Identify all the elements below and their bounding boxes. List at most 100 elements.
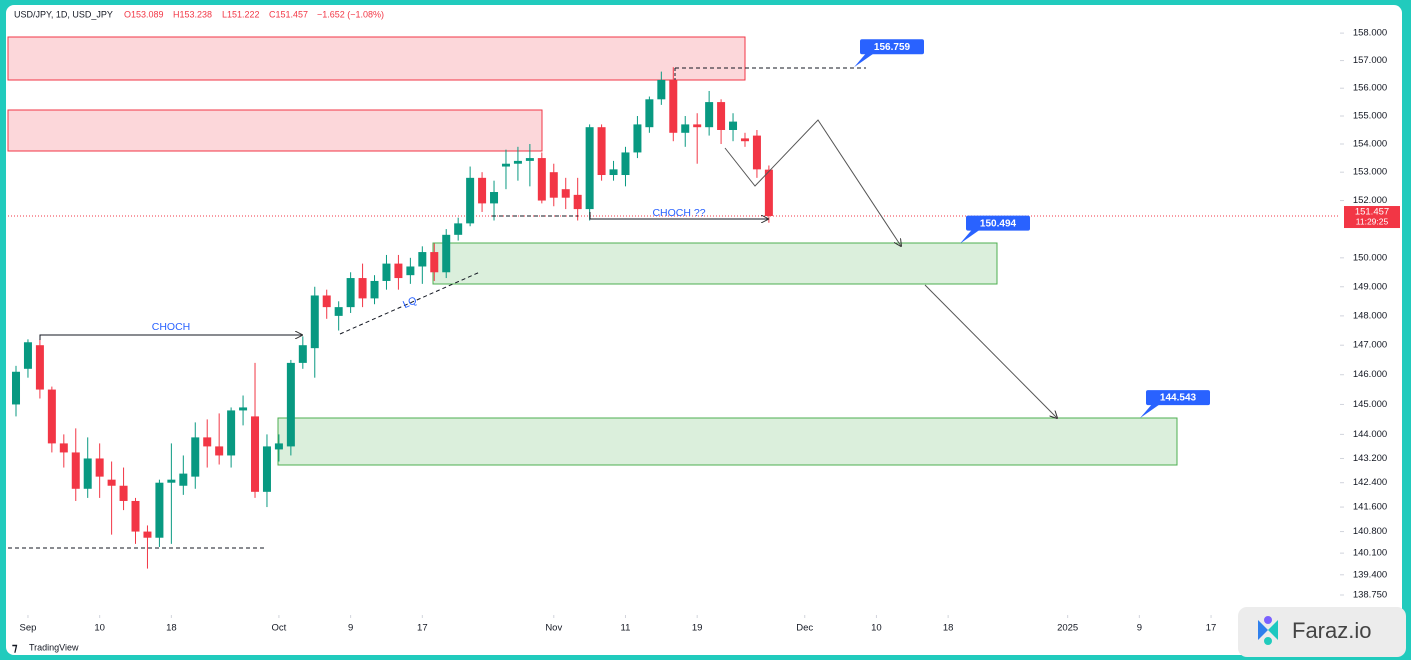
watermark: Faraz.io: [1292, 618, 1371, 643]
candle-body: [59, 443, 68, 453]
y-tick-label: 144.000: [1353, 429, 1387, 440]
candle-body: [442, 234, 451, 273]
candle-body: [633, 124, 642, 153]
drawings: [8, 67, 1057, 549]
candle-body: [490, 192, 499, 204]
candle-body: [35, 345, 44, 390]
y-tick-label: 138.750: [1353, 590, 1387, 601]
y-tick-label: 156.000: [1353, 83, 1387, 94]
candle-body: [334, 307, 343, 316]
y-tick-label: 149.000: [1353, 281, 1387, 292]
x-tick-label: Nov: [545, 623, 562, 634]
y-tick-label: 152.000: [1353, 195, 1387, 206]
candle-body: [251, 416, 260, 492]
symbol: USD/JPY, 1D, USD_JPY: [14, 9, 113, 19]
x-tick-label: Sep: [20, 623, 37, 634]
callout-pointer: [1140, 404, 1160, 419]
y-tick-label: 147.000: [1353, 340, 1387, 351]
supply-zone: [7, 109, 543, 152]
candle-body: [227, 410, 236, 456]
y-tick-label: 158.000: [1353, 28, 1387, 39]
zones: [7, 36, 1178, 466]
candle-body: [83, 458, 92, 489]
candle-body: [95, 458, 104, 477]
choch-arrow: [589, 212, 768, 219]
price-badge: [1344, 206, 1400, 229]
candle-body: [585, 127, 594, 210]
annotation: CHOCH: [152, 321, 191, 333]
candle-body: [167, 479, 176, 483]
candle-body: [501, 163, 510, 167]
candle-body: [729, 121, 738, 130]
countdown: 11:29:25: [1356, 216, 1389, 226]
candle-body: [645, 99, 654, 128]
demand-zone: [277, 417, 1178, 466]
candle-body: [179, 473, 188, 486]
candle-body: [752, 135, 761, 170]
callout-box: [966, 215, 1030, 231]
candle-body: [286, 362, 295, 447]
ohlc: O153.089: [124, 9, 164, 19]
candle-body: [12, 371, 21, 405]
x-tick-label: 2025: [1057, 623, 1078, 634]
candle-body: [513, 160, 522, 164]
candle-body: [561, 189, 570, 198]
candle-body: [669, 79, 678, 133]
callouts: 156.759 150.494 144.543: [854, 39, 1210, 419]
candle-body: [322, 295, 331, 308]
callout-box: [860, 39, 924, 55]
candle-body: [430, 252, 439, 273]
x-tick-label: Dec: [796, 623, 813, 634]
callout-label: 156.759: [874, 42, 911, 53]
candle-body: [71, 452, 80, 489]
candle-body: [274, 443, 283, 450]
callout-label: 150.494: [980, 218, 1017, 229]
watermark-box: [1238, 607, 1406, 657]
x-tick-label: 19: [692, 623, 703, 634]
candle-body: [418, 252, 427, 267]
y-tick-label: 140.100: [1353, 548, 1387, 559]
x-tick-label: 10: [94, 623, 105, 634]
candle-body: [203, 437, 212, 447]
faraz-icon: [1258, 616, 1278, 645]
candles: [12, 67, 773, 569]
y-tick-label: 148.000: [1353, 310, 1387, 321]
callout-box: [1146, 390, 1210, 406]
candle-body: [394, 263, 403, 279]
candle-body: [549, 172, 558, 198]
x-tick-label: 17: [1206, 623, 1217, 634]
candle-body: [119, 485, 128, 501]
candle-body: [717, 102, 726, 130]
candle-body: [107, 479, 116, 486]
candle-body: [215, 446, 224, 456]
candle-body: [298, 345, 307, 363]
candle-body: [573, 194, 582, 210]
candle-body: [657, 79, 666, 100]
candle-body: [346, 278, 355, 308]
y-tick-label: 141.600: [1353, 502, 1387, 513]
x-tick-label: Oct: [272, 623, 287, 634]
y-tick-label: 146.000: [1353, 369, 1387, 380]
change: −1.652 (−1.08%): [317, 9, 384, 19]
candle-body: [262, 446, 271, 492]
projection: [924, 284, 1057, 418]
candle-body: [525, 158, 534, 161]
candle-body: [406, 266, 415, 276]
ohlc: C151.457: [269, 9, 308, 19]
tv-icon: ⁊: [12, 642, 18, 654]
y-tick-label: 142.400: [1353, 477, 1387, 488]
y-tick-label: 145.000: [1353, 399, 1387, 410]
ohlc: L151.222: [222, 9, 260, 19]
x-tick-label: 9: [348, 623, 353, 634]
y-tick-label: 140.800: [1353, 526, 1387, 537]
x-tick-label: 10: [871, 623, 882, 634]
candle-body: [47, 389, 56, 444]
candle-body: [764, 169, 773, 217]
candle-body: [370, 280, 379, 299]
candle-body: [478, 177, 487, 204]
y-tick-label: 153.000: [1353, 167, 1387, 178]
candle-body: [454, 223, 463, 235]
candle-body: [466, 177, 475, 224]
annotation: CHOCH ??: [652, 207, 705, 219]
